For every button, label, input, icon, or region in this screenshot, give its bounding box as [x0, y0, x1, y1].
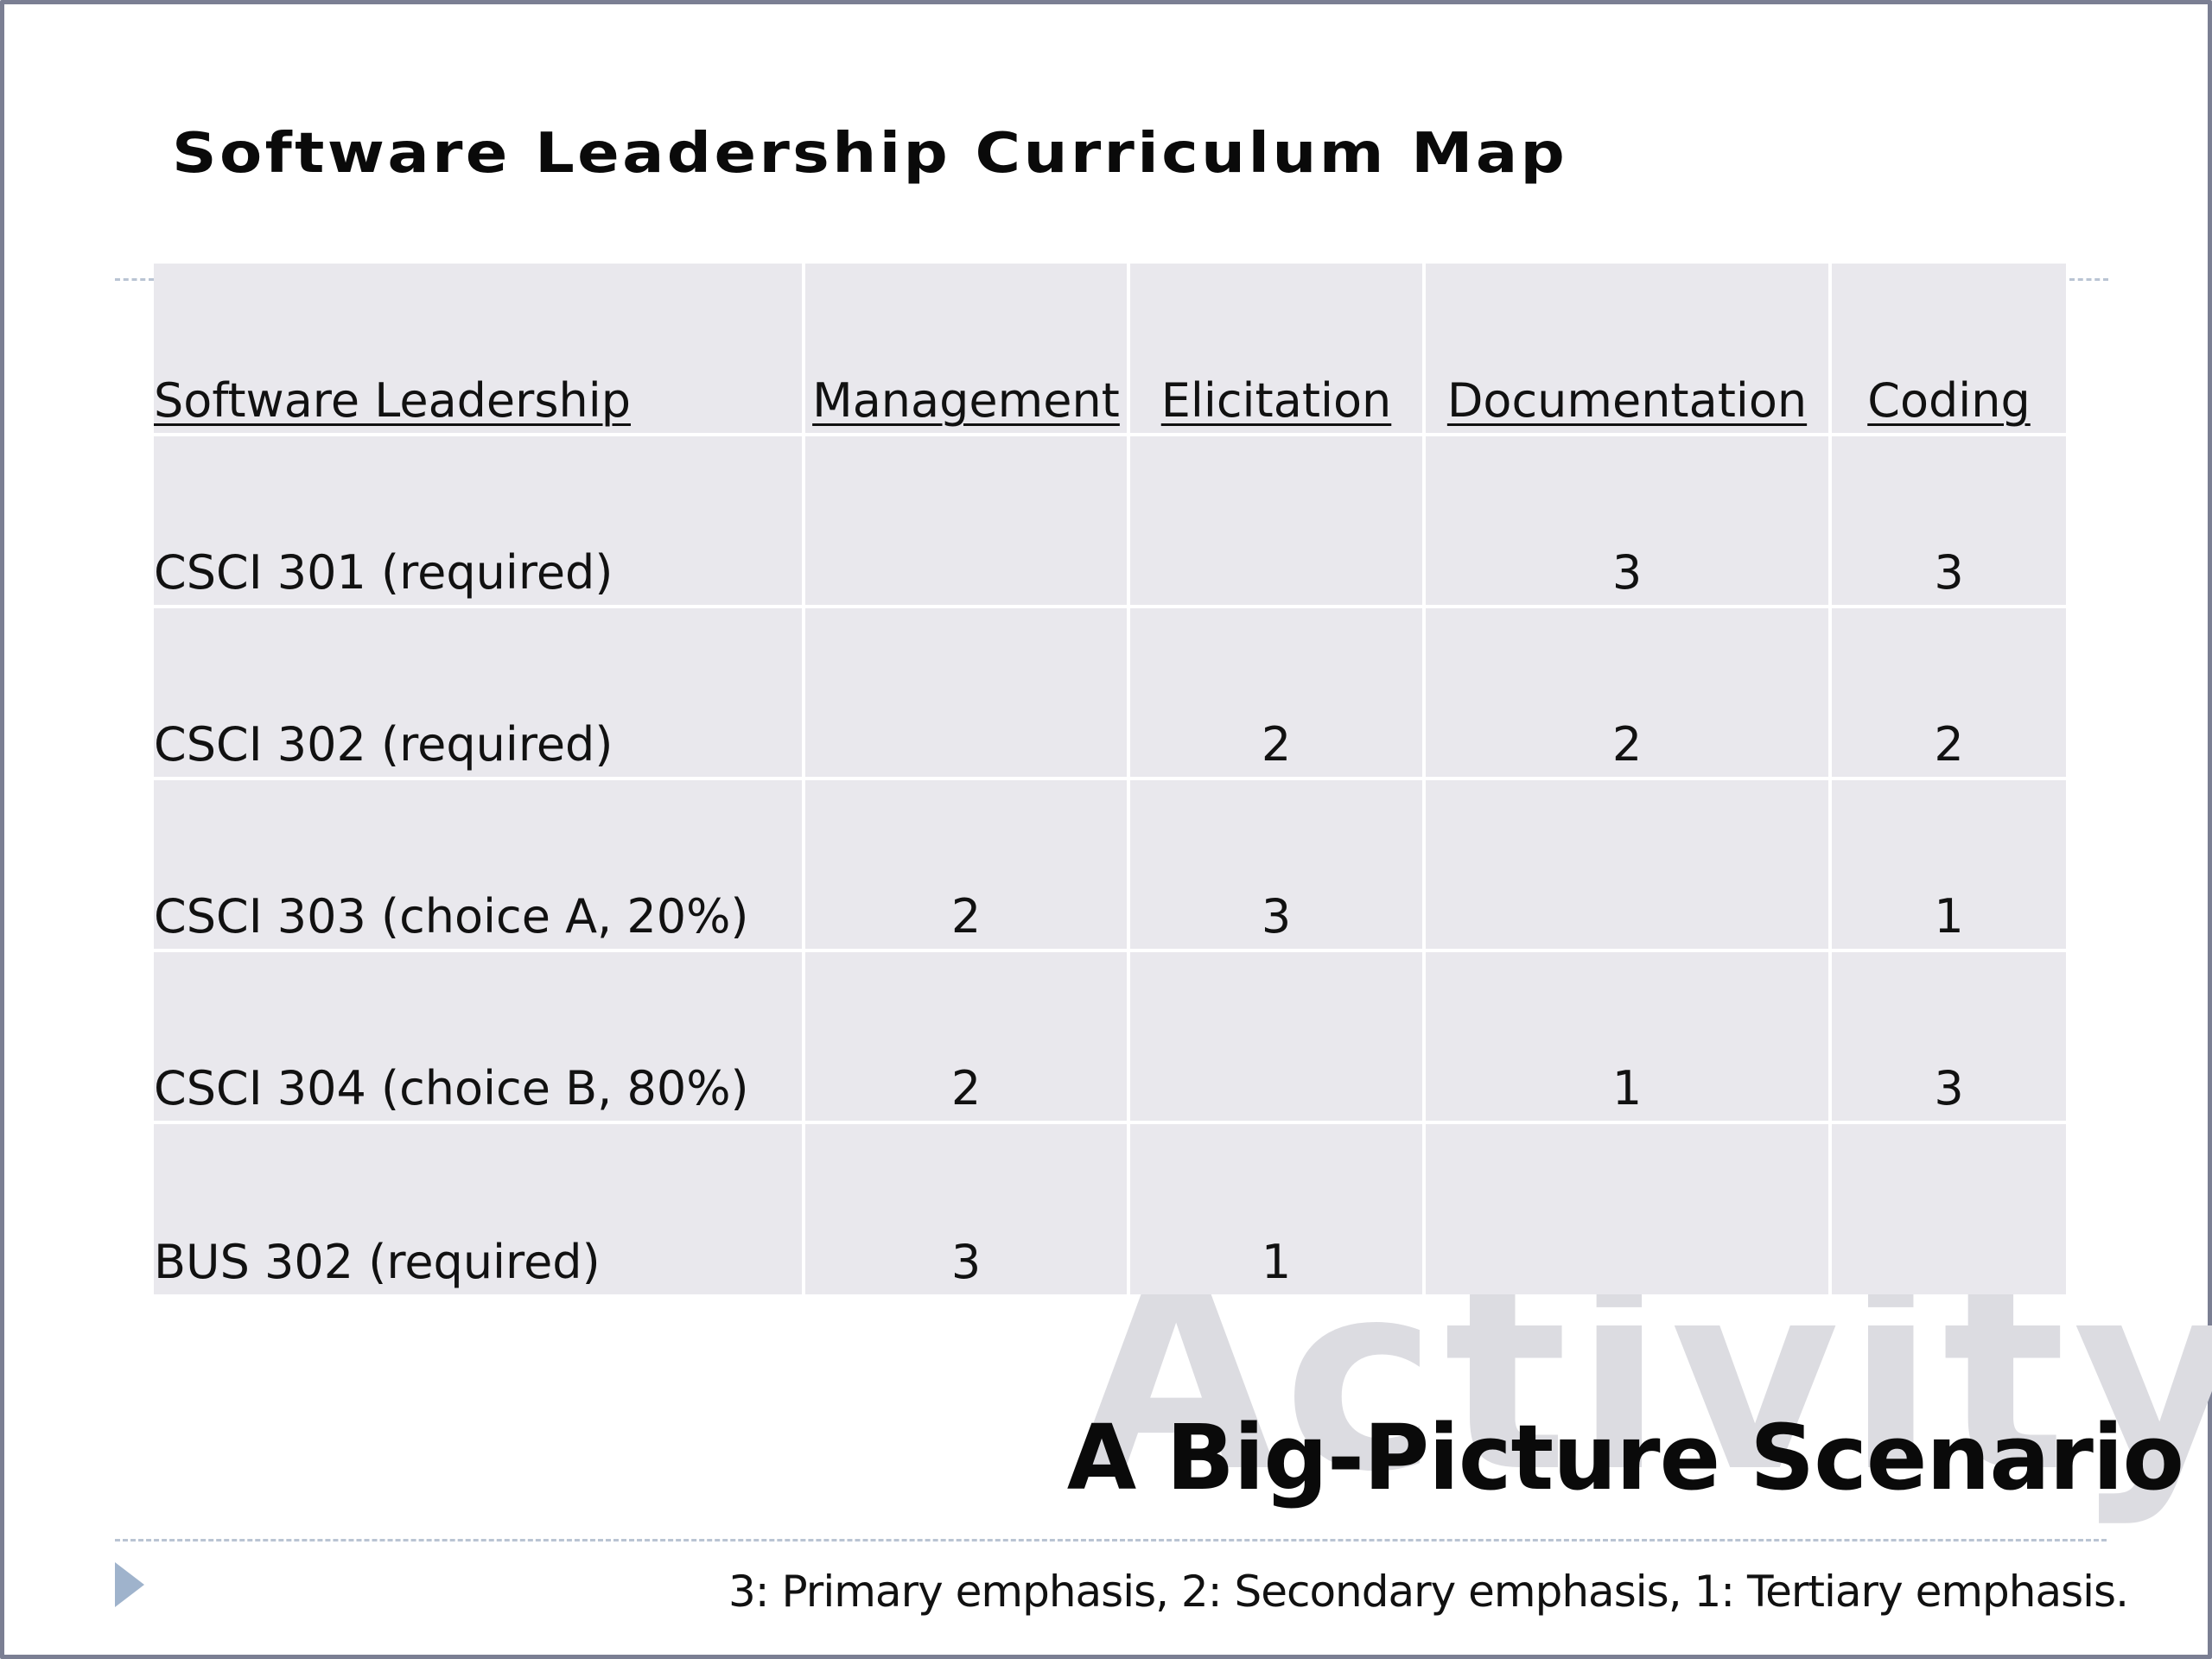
bottom-divider — [115, 1539, 2107, 1541]
slide-subtitle: A Big-Picture Scenario — [1066, 1405, 2184, 1510]
coding-score: 1 — [1830, 779, 2066, 952]
documentation-score — [1424, 779, 1832, 952]
table-row: CSCI 301 (required) 3 3 — [154, 435, 2066, 608]
triangle-right-icon[interactable] — [115, 1562, 144, 1607]
header-management: Management — [804, 264, 1130, 436]
management-score: 2 — [804, 950, 1130, 1124]
header-documentation: Documentation — [1424, 264, 1832, 436]
coding-score: 3 — [1830, 950, 2066, 1124]
management-score — [804, 435, 1130, 608]
course-name: CSCI 303 (choice A, 20%) — [154, 779, 805, 952]
elicitation-score: 3 — [1128, 779, 1426, 952]
documentation-score: 1 — [1424, 950, 1832, 1124]
curriculum-table: Software Leadership Management Elicitati… — [154, 264, 2066, 1294]
table-row: BUS 302 (required) 3 1 — [154, 1122, 2066, 1294]
header-coding: Coding — [1830, 264, 2066, 436]
elicitation-score: 1 — [1128, 1122, 1426, 1294]
coding-score — [1830, 1122, 2066, 1294]
top-divider-left — [115, 278, 154, 281]
elicitation-score — [1128, 435, 1426, 608]
course-name: CSCI 301 (required) — [154, 435, 805, 608]
management-score — [804, 607, 1130, 780]
slide-title: Software Leadership Curriculum Map — [172, 122, 1568, 186]
elicitation-score — [1128, 950, 1426, 1124]
coding-score: 3 — [1830, 435, 2066, 608]
top-divider-right — [2069, 278, 2108, 281]
management-score: 2 — [804, 779, 1130, 952]
course-name: BUS 302 (required) — [154, 1122, 805, 1294]
elicitation-score: 2 — [1128, 607, 1426, 780]
emphasis-legend: 3: Primary emphasis, 2: Secondary emphas… — [728, 1567, 2129, 1617]
table-row: CSCI 302 (required) 2 2 2 — [154, 607, 2066, 780]
table-row: CSCI 304 (choice B, 80%) 2 1 3 — [154, 950, 2066, 1124]
table-row: CSCI 303 (choice A, 20%) 2 3 1 — [154, 779, 2066, 952]
documentation-score: 3 — [1424, 435, 1832, 608]
coding-score: 2 — [1830, 607, 2066, 780]
table-header-row: Software Leadership Management Elicitati… — [154, 264, 2066, 436]
course-name: CSCI 304 (choice B, 80%) — [154, 950, 805, 1124]
header-software-leadership: Software Leadership — [154, 264, 805, 436]
management-score: 3 — [804, 1122, 1130, 1294]
course-name: CSCI 302 (required) — [154, 607, 805, 780]
documentation-score: 2 — [1424, 607, 1832, 780]
header-elicitation: Elicitation — [1128, 264, 1426, 436]
documentation-score — [1424, 1122, 1832, 1294]
